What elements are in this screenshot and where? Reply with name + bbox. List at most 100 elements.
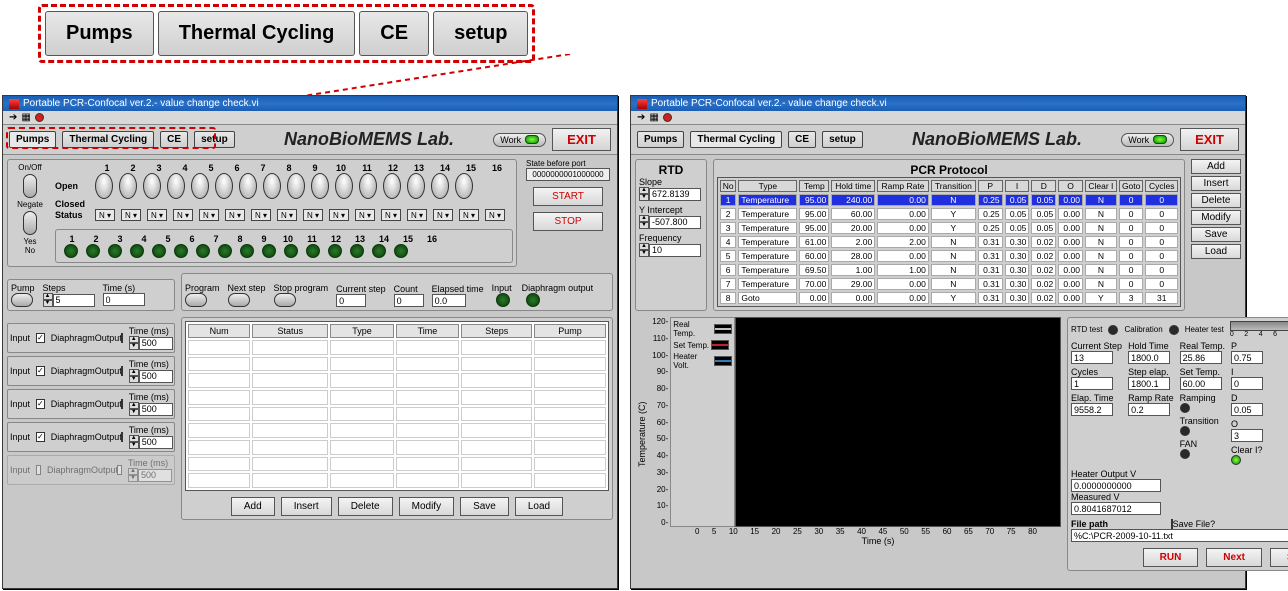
- save-button[interactable]: Save: [460, 497, 509, 516]
- save-button[interactable]: Save: [1191, 227, 1241, 242]
- valve-switch-15[interactable]: [431, 173, 449, 199]
- protocol-row-1[interactable]: 1Temperature95.00240.000.00 N0.250.050.0…: [720, 194, 1178, 206]
- record-icon[interactable]: [35, 113, 44, 122]
- tab-thermal-sm[interactable]: Thermal Cycling: [62, 131, 154, 148]
- protocol-table[interactable]: NoTypeTempHold timeRamp RateTransitionPI…: [717, 177, 1181, 307]
- io-input-chk-0[interactable]: ✓: [36, 333, 45, 343]
- tab-ce[interactable]: CE: [359, 11, 429, 56]
- current-step-input[interactable]: [336, 294, 366, 307]
- tab-thermal-sm[interactable]: Thermal Cycling: [690, 131, 782, 148]
- rtdtest-led[interactable]: [1108, 325, 1118, 335]
- valve-switch-14[interactable]: [407, 173, 425, 199]
- chart-plot[interactable]: [735, 317, 1061, 527]
- insert-button[interactable]: Insert: [1191, 176, 1241, 191]
- valve-status-13[interactable]: N ▾: [407, 209, 427, 221]
- valve-switch-10[interactable]: [311, 173, 329, 199]
- valve-status-11[interactable]: N ▾: [355, 209, 375, 221]
- valve-switch-2[interactable]: [119, 173, 137, 199]
- pump-toggle[interactable]: [11, 293, 33, 307]
- protocol-row-8[interactable]: 8Goto0.000.000.00 Y0.310.300.020.00 Y331: [720, 292, 1178, 304]
- elapsed-input[interactable]: [432, 294, 466, 307]
- io-dia-chk-1[interactable]: [121, 366, 123, 376]
- calib-led[interactable]: [1169, 325, 1179, 335]
- valve-switch-11[interactable]: [335, 173, 353, 199]
- valve-switch-8[interactable]: [263, 173, 281, 199]
- valve-status-9[interactable]: N ▾: [303, 209, 323, 221]
- onoff-toggle[interactable]: [23, 174, 37, 198]
- time-input[interactable]: [103, 293, 145, 306]
- protocol-row-7[interactable]: 7Temperature70.0029.000.00 N0.310.300.02…: [720, 278, 1178, 290]
- tab-pumps-sm[interactable]: Pumps: [9, 131, 56, 148]
- load-button[interactable]: Load: [515, 497, 563, 516]
- tab-pumps[interactable]: Pumps: [45, 11, 154, 56]
- io-input-chk-1[interactable]: ✓: [36, 366, 45, 376]
- protocol-row-4[interactable]: 4Temperature61.002.002.00 N0.310.300.020…: [720, 236, 1178, 248]
- io-time-4[interactable]: [138, 469, 172, 482]
- valve-switch-16[interactable]: [455, 173, 473, 199]
- stop-button[interactable]: STOP: [1270, 548, 1288, 567]
- protocol-row-5[interactable]: 5Temperature60.0028.000.00 N0.310.300.02…: [720, 250, 1178, 262]
- arrow-icon[interactable]: ➔: [637, 112, 645, 123]
- protocol-row-6[interactable]: 6Temperature69.501.001.00 N0.310.300.020…: [720, 264, 1178, 276]
- io-dia-chk-0[interactable]: [121, 333, 123, 343]
- valve-status-12[interactable]: N ▾: [381, 209, 401, 221]
- insert-button[interactable]: Insert: [281, 497, 332, 516]
- stop-button[interactable]: STOP: [533, 212, 603, 231]
- program-btn[interactable]: [185, 293, 207, 307]
- valve-status-5[interactable]: N ▾: [199, 209, 219, 221]
- freq-input[interactable]: [649, 244, 701, 257]
- add-button[interactable]: Add: [231, 497, 275, 516]
- steps-input[interactable]: [53, 294, 95, 307]
- io-dia-chk-2[interactable]: [121, 399, 123, 409]
- yint-input[interactable]: [649, 216, 701, 229]
- load-button[interactable]: Load: [1191, 244, 1241, 259]
- grid-icon[interactable]: ▦: [21, 112, 30, 123]
- io-dia-chk-4[interactable]: [117, 465, 122, 475]
- modify-button[interactable]: Modify: [399, 497, 454, 516]
- heater-slider[interactable]: [1230, 321, 1288, 331]
- valve-status-1[interactable]: N ▾: [95, 209, 115, 221]
- exit-button[interactable]: EXIT: [552, 128, 611, 151]
- tab-setup-sm[interactable]: setup: [822, 131, 863, 148]
- add-button[interactable]: Add: [1191, 159, 1241, 174]
- tab-ce-sm[interactable]: CE: [160, 131, 188, 148]
- valve-status-3[interactable]: N ▾: [147, 209, 167, 221]
- io-time-2[interactable]: [139, 403, 173, 416]
- delete-button[interactable]: Delete: [1191, 193, 1241, 208]
- tab-setup-sm[interactable]: setup: [194, 131, 235, 148]
- modify-button[interactable]: Modify: [1191, 210, 1241, 225]
- protocol-row-2[interactable]: 2Temperature95.0060.000.00 Y0.250.050.05…: [720, 208, 1178, 220]
- exit-button[interactable]: EXIT: [1180, 128, 1239, 151]
- protocol-row-3[interactable]: 3Temperature95.0020.000.00 Y0.250.050.05…: [720, 222, 1178, 234]
- valve-switch-6[interactable]: [215, 173, 233, 199]
- valve-switch-3[interactable]: [143, 173, 161, 199]
- tab-ce-sm[interactable]: CE: [788, 131, 816, 148]
- valve-switch-9[interactable]: [287, 173, 305, 199]
- valve-status-7[interactable]: N ▾: [251, 209, 271, 221]
- valve-switch-7[interactable]: [239, 173, 257, 199]
- io-time-3[interactable]: [139, 436, 173, 449]
- file-input[interactable]: [1071, 529, 1288, 542]
- tab-pumps-sm[interactable]: Pumps: [637, 131, 684, 148]
- next-step-btn[interactable]: [228, 293, 250, 307]
- valve-switch-4[interactable]: [167, 173, 185, 199]
- count-input[interactable]: [394, 294, 424, 307]
- valve-status-6[interactable]: N ▾: [225, 209, 245, 221]
- io-input-chk-2[interactable]: ✓: [36, 399, 45, 409]
- valve-status-4[interactable]: N ▾: [173, 209, 193, 221]
- valve-status-15[interactable]: N ▾: [459, 209, 479, 221]
- io-time-0[interactable]: [139, 337, 173, 350]
- valve-status-14[interactable]: N ▾: [433, 209, 453, 221]
- run-button[interactable]: RUN: [1143, 548, 1199, 567]
- steps-table[interactable]: NumStatusTypeTimeStepsPump: [185, 321, 609, 491]
- valve-status-2[interactable]: N ▾: [121, 209, 141, 221]
- record-icon[interactable]: [663, 113, 672, 122]
- valve-status-16[interactable]: N ▾: [485, 209, 505, 221]
- slope-input[interactable]: [649, 188, 701, 201]
- negate-toggle[interactable]: [23, 211, 37, 235]
- start-button[interactable]: START: [533, 187, 603, 206]
- stop-program-btn[interactable]: [274, 293, 296, 307]
- io-input-chk-4[interactable]: [36, 465, 41, 475]
- io-input-chk-3[interactable]: ✓: [36, 432, 45, 442]
- delete-button[interactable]: Delete: [338, 497, 393, 516]
